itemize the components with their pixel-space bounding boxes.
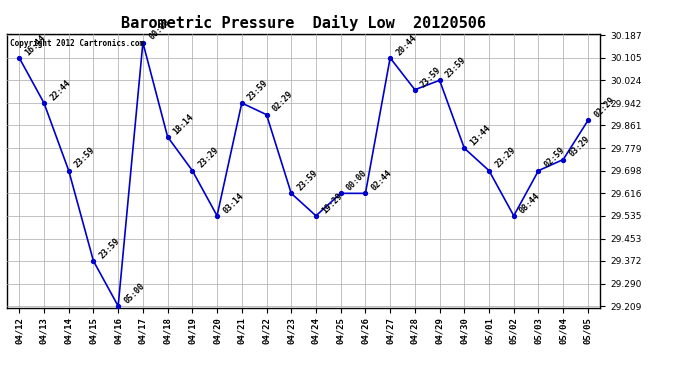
Text: 23:59: 23:59 bbox=[246, 78, 270, 102]
Text: 13:44: 13:44 bbox=[469, 123, 493, 147]
Text: 23:29: 23:29 bbox=[493, 146, 518, 170]
Text: 16:44: 16:44 bbox=[23, 33, 48, 57]
Text: 23:59: 23:59 bbox=[419, 65, 443, 89]
Text: 08:44: 08:44 bbox=[518, 191, 542, 215]
Text: 03:14: 03:14 bbox=[221, 191, 245, 215]
Title: Barometric Pressure  Daily Low  20120506: Barometric Pressure Daily Low 20120506 bbox=[121, 15, 486, 31]
Text: 23:59: 23:59 bbox=[295, 168, 319, 193]
Text: Copyright 2012 Cartronics.com: Copyright 2012 Cartronics.com bbox=[10, 39, 144, 48]
Text: 19:29: 19:29 bbox=[320, 191, 344, 215]
Text: 02:59: 02:59 bbox=[542, 146, 566, 170]
Text: 23:59: 23:59 bbox=[97, 236, 121, 260]
Text: 03:29: 03:29 bbox=[567, 135, 591, 159]
Text: 20:44: 20:44 bbox=[394, 33, 418, 57]
Text: 23:59: 23:59 bbox=[444, 56, 468, 80]
Text: 23:59: 23:59 bbox=[73, 146, 97, 170]
Text: 02:29: 02:29 bbox=[592, 96, 616, 120]
Text: 02:29: 02:29 bbox=[270, 90, 295, 114]
Text: 05:00: 05:00 bbox=[122, 281, 146, 305]
Text: 18:14: 18:14 bbox=[172, 112, 196, 136]
Text: 23:29: 23:29 bbox=[197, 146, 221, 170]
Text: 02:44: 02:44 bbox=[370, 168, 393, 193]
Text: 00:00: 00:00 bbox=[147, 18, 171, 42]
Text: 22:44: 22:44 bbox=[48, 78, 72, 102]
Text: 00:00: 00:00 bbox=[345, 168, 369, 193]
